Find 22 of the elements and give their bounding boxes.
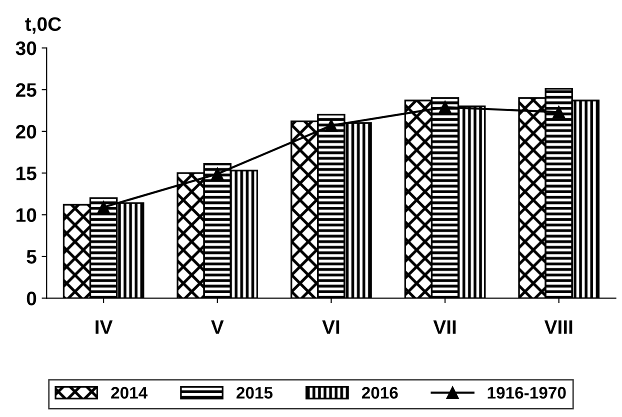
point: [324, 119, 338, 132]
point: [438, 100, 452, 114]
x-tick-label: VIII: [544, 320, 572, 334]
y-tick-label: 25: [16, 83, 36, 97]
y-axis-title: t,0C: [25, 17, 62, 34]
x-tick-label: VII: [433, 320, 456, 334]
y-tick-label: 5: [26, 250, 36, 264]
legend-label: 2016: [362, 386, 398, 399]
y-tick-label: 10: [16, 208, 36, 222]
x-tick-label: IV: [96, 320, 113, 334]
y-tick-label: 0: [26, 292, 36, 306]
point: [211, 168, 224, 180]
point: [552, 106, 566, 118]
point: [97, 201, 110, 214]
x-tick-label: VI: [322, 320, 340, 334]
legend-label: 2015: [236, 386, 273, 399]
y-tick-label: 15: [16, 166, 36, 180]
y-tick-label: 30: [16, 41, 36, 56]
x-tick-label: V: [211, 320, 224, 334]
legend-label: 1916-1970: [488, 386, 566, 399]
y-tick-label: 20: [16, 124, 36, 139]
legend-label: 2014: [111, 386, 148, 399]
